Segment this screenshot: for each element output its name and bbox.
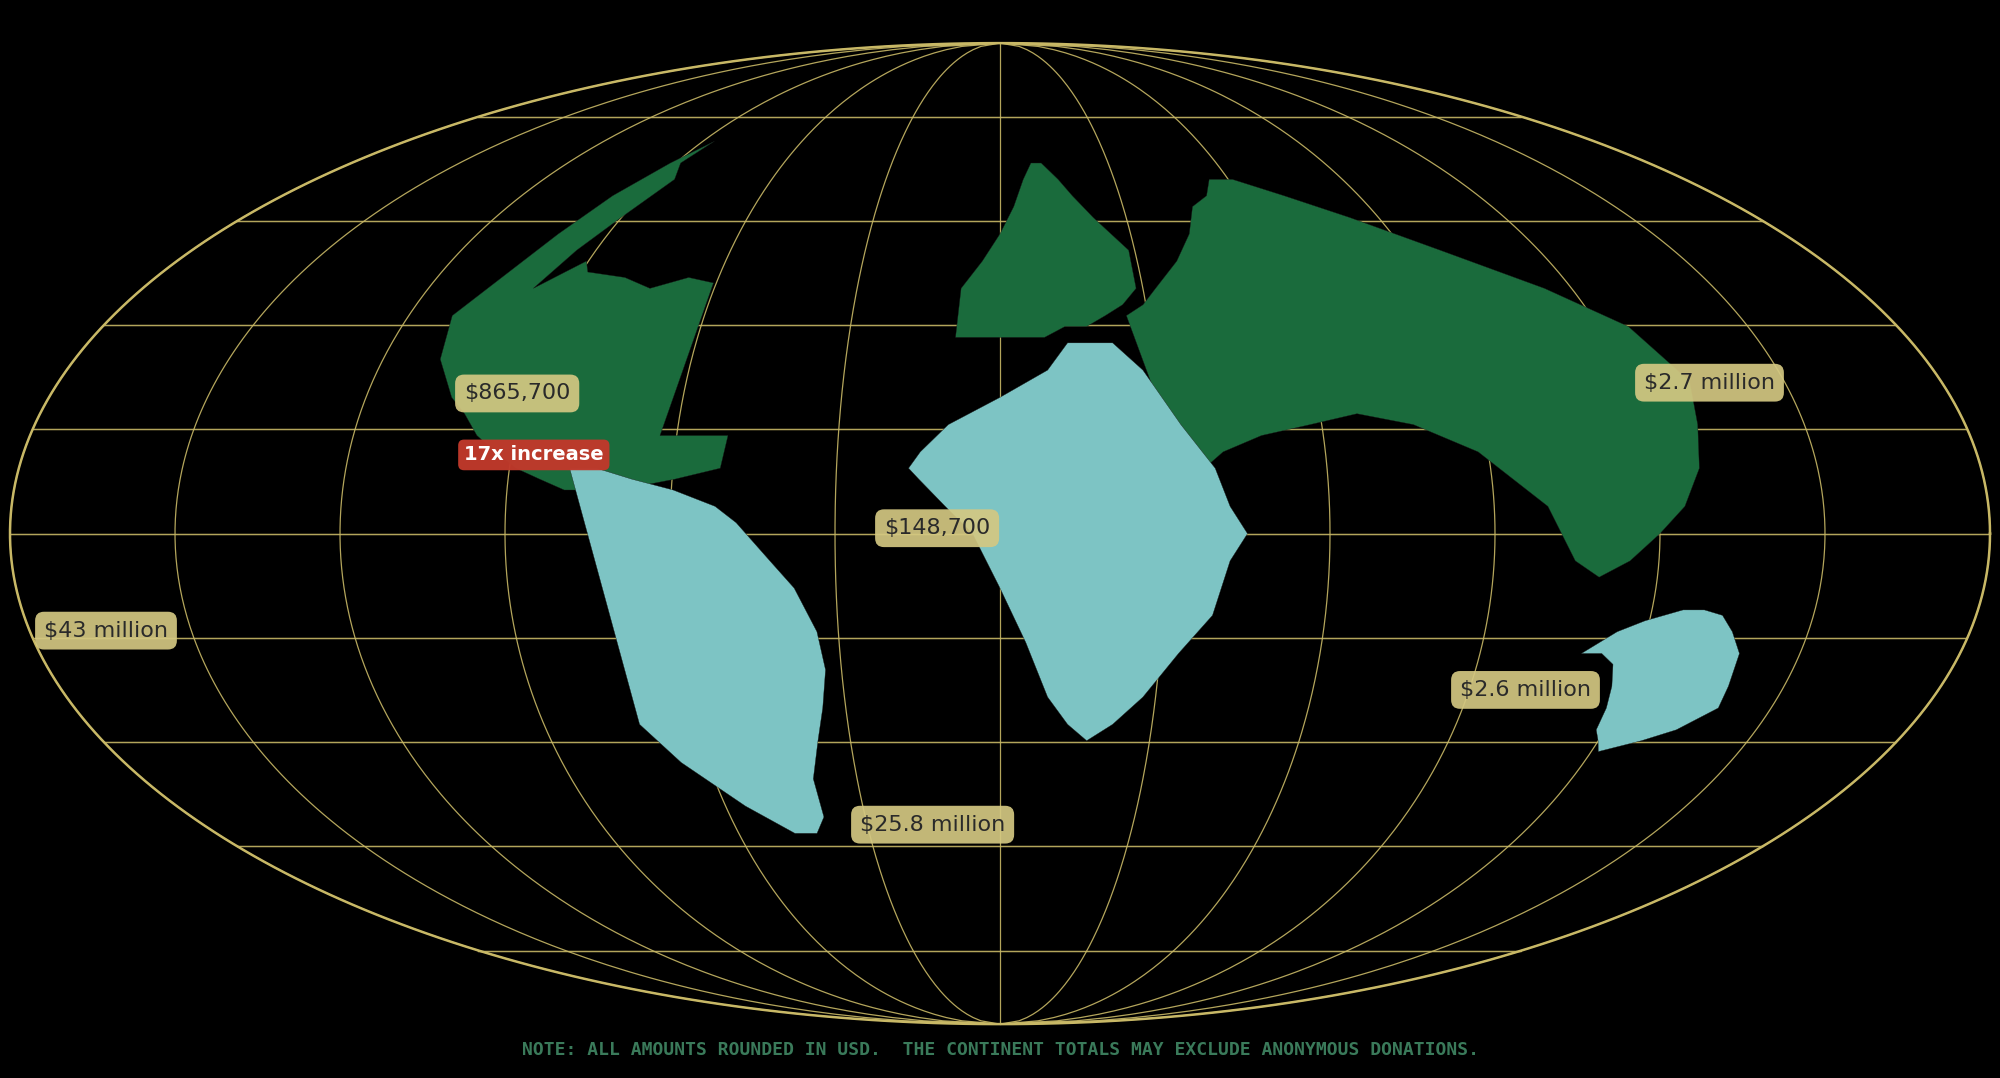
Polygon shape bbox=[440, 141, 728, 490]
Text: $148,700: $148,700 bbox=[884, 519, 990, 538]
Text: $2.6 million: $2.6 million bbox=[1460, 680, 1592, 700]
Polygon shape bbox=[956, 163, 1136, 337]
Text: $865,700: $865,700 bbox=[464, 384, 570, 403]
Polygon shape bbox=[570, 468, 826, 833]
Text: $43 million: $43 million bbox=[44, 621, 168, 640]
Polygon shape bbox=[908, 343, 1248, 741]
Text: NOTE: ALL AMOUNTS ROUNDED IN USD.  THE CONTINENT TOTALS MAY EXCLUDE ANONYMOUS DO: NOTE: ALL AMOUNTS ROUNDED IN USD. THE CO… bbox=[522, 1040, 1478, 1059]
Polygon shape bbox=[1126, 179, 1700, 577]
Text: $25.8 million: $25.8 million bbox=[860, 815, 1006, 834]
Text: 17x increase: 17x increase bbox=[464, 445, 604, 465]
Text: $2.7 million: $2.7 million bbox=[1644, 373, 1776, 392]
Polygon shape bbox=[1582, 610, 1740, 751]
